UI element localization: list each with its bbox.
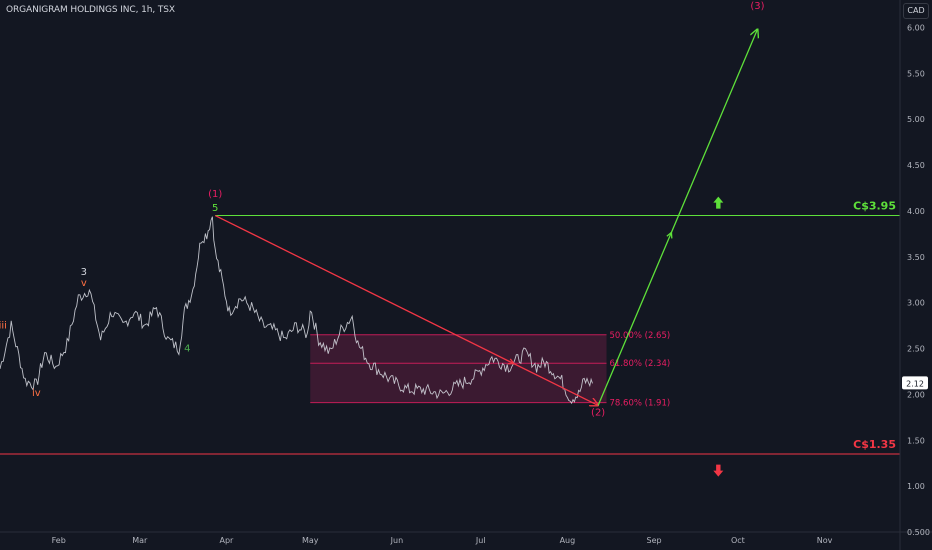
y-tick-label: 3.50 <box>907 253 925 262</box>
y-tick-label: 1.00 <box>907 482 925 491</box>
y-tick-label: 2.50 <box>907 345 925 354</box>
currency-button[interactable]: CAD <box>903 3 929 19</box>
key-level-label: C$1.35 <box>853 438 896 451</box>
x-tick-label: May <box>302 536 319 545</box>
x-tick-label: Feb <box>52 536 66 545</box>
wave-label: iii <box>0 320 7 331</box>
wave-label: 5 <box>212 203 218 214</box>
x-tick-label: Nov <box>817 536 833 545</box>
price-series-group <box>0 216 593 405</box>
fib-level-label: 61.80% (2.34) <box>610 359 671 369</box>
y-tick-label: 3.00 <box>907 299 925 308</box>
y-tick-label: 2.00 <box>907 390 925 399</box>
wave-label: iv <box>32 388 41 399</box>
fib-level-label: 50.00% (2.65) <box>610 331 671 341</box>
chart-title: ORGANIGRAM HOLDINGS INC, 1h, TSX <box>6 5 175 15</box>
y-tick-label: 5.00 <box>907 115 925 124</box>
x-tick-label: Jun <box>390 536 404 545</box>
x-tick-label: Aug <box>560 536 576 545</box>
projection-arrowhead <box>507 358 516 365</box>
fib-level-label: 78.60% (1.91) <box>610 399 671 409</box>
x-tick-label: Sep <box>646 536 661 545</box>
y-tick-label: 5.50 <box>907 69 925 78</box>
y-tick-label: 1.50 <box>907 436 925 445</box>
arrow-up-icon <box>713 196 724 209</box>
x-tick-label: Mar <box>132 536 148 545</box>
current-price-label: 2.12 <box>906 379 924 388</box>
y-tick-label: 6.00 <box>907 24 925 33</box>
y-tick-label: 0.500 <box>907 528 930 537</box>
wave-label: v <box>81 278 87 289</box>
current-price-tag <box>902 376 928 390</box>
fib-zone <box>310 334 607 403</box>
y-tick-label: 4.00 <box>907 207 925 216</box>
x-tick-label: Oct <box>731 536 745 545</box>
horizontal-levels-group: C$3.95 C$1.35 <box>0 200 900 455</box>
projection-line <box>597 29 757 406</box>
wave-label: (3) <box>750 1 764 12</box>
wave-label: (1) <box>208 189 222 200</box>
projection-arrowhead <box>666 231 673 239</box>
wave-label: 3 <box>81 267 87 278</box>
projection-lines-group <box>214 29 757 406</box>
arrow-down-icon <box>713 464 724 477</box>
price-line <box>0 216 593 405</box>
y-tick-label: 4.50 <box>907 161 925 170</box>
fib-zone-group: 50.00% (2.65) 61.80% (2.34) 78.60% (1.91) <box>310 331 670 409</box>
wave-labels-group: iii iv v3 4 5 (1) (2) (3) <box>0 1 765 477</box>
key-level-label: C$3.95 <box>853 200 896 213</box>
x-tick-label: Apr <box>219 536 234 545</box>
x-tick-label: Jul <box>475 536 486 545</box>
wave-label: 4 <box>184 343 190 354</box>
wave-label: (2) <box>591 408 605 419</box>
projection-line <box>214 214 598 406</box>
